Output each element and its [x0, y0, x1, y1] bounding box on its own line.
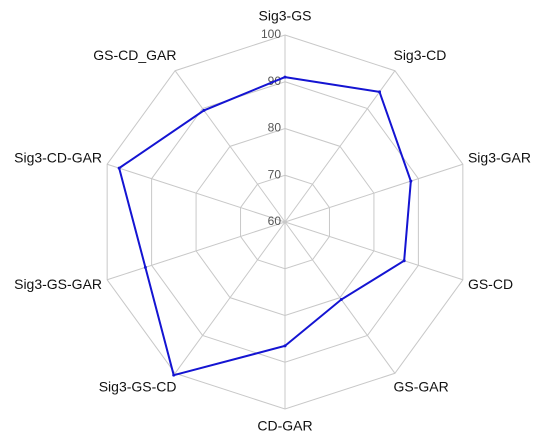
data-point — [409, 179, 413, 183]
spoke — [174, 70, 286, 223]
spoke — [284, 221, 464, 281]
data-point — [143, 265, 147, 269]
category-label: Sig3-CD-GAR — [14, 149, 102, 165]
category-label: Sig3-GS-GAR — [14, 276, 102, 292]
spoke — [174, 221, 286, 374]
tick-label: 70 — [268, 167, 282, 181]
data-point — [339, 298, 343, 302]
category-label: Sig3-GS — [259, 8, 312, 24]
spoke — [106, 163, 286, 223]
category-label: GS-CD — [468, 276, 513, 292]
data-point — [283, 344, 287, 348]
data-point — [202, 108, 206, 112]
data-point — [402, 259, 406, 263]
tick-label: 80 — [268, 121, 282, 135]
tick-label: 100 — [261, 27, 281, 41]
spoke — [284, 163, 464, 223]
spoke — [284, 70, 396, 223]
data-point — [378, 90, 382, 94]
category-label: Sig3-GAR — [468, 149, 531, 165]
spoke — [106, 221, 286, 281]
category-label: Sig3-CD — [393, 47, 446, 63]
series-line — [118, 76, 412, 377]
data-point — [172, 373, 176, 377]
category-label: GS-GAR — [393, 379, 448, 395]
tick-label: 60 — [268, 214, 282, 228]
data-point — [283, 75, 287, 79]
data-point — [117, 166, 121, 170]
category-label: Sig3-GS-CD — [99, 379, 177, 395]
spoke — [284, 221, 396, 374]
category-label: CD-GAR — [257, 418, 312, 434]
category-label: GS-CD_GAR — [93, 47, 176, 63]
